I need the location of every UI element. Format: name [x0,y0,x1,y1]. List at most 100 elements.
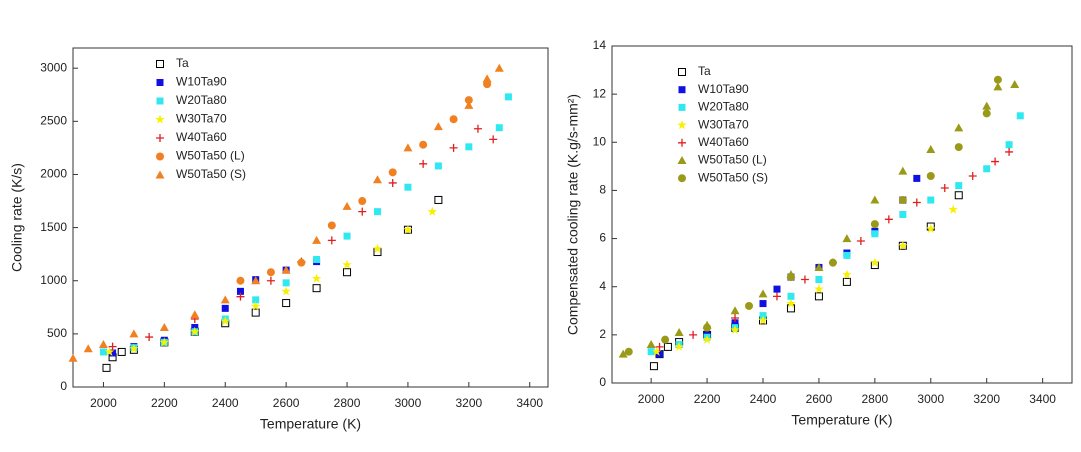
point [926,171,935,180]
y-tick-label: 1000 [40,273,67,287]
point [689,330,698,339]
x-tick-label: 2200 [151,396,178,410]
legend-marker [155,170,165,179]
point [68,353,78,362]
point [109,349,117,357]
point [674,341,684,351]
legend-label: W20Ta80 [176,93,227,107]
legend-marker [677,156,687,164]
point [656,350,664,358]
point [388,178,397,187]
point [373,208,381,216]
x-tick-label: 2800 [334,396,361,410]
point [856,236,865,245]
point [449,115,458,124]
legend-label: W40Ta60 [176,130,227,144]
point [926,145,936,154]
point [327,221,336,230]
point [282,279,290,287]
point [652,346,662,356]
point [758,289,768,298]
point [982,109,991,118]
point [954,123,964,132]
point [663,342,672,351]
legend-marker [678,103,686,111]
point [250,301,261,311]
x-tick-label: 2400 [212,396,239,410]
point [912,198,921,207]
y-tick-label: 500 [47,326,67,340]
y-tick-label: 2 [599,327,606,341]
x-tick-label: 3400 [1029,392,1056,406]
point [815,275,823,283]
y-tick-label: 14 [593,38,607,52]
point [281,286,291,296]
point [993,75,1002,84]
point [282,299,291,308]
point [342,201,352,210]
point [731,319,739,327]
point [1016,112,1024,120]
legend-label: W50Ta50 (L) [176,149,245,163]
x-tick-label: 2400 [750,392,777,406]
y-tick-label: 6 [599,231,606,245]
point [236,276,245,285]
point [842,234,852,243]
legend-label: Ta [176,56,189,70]
y-axis-label: Cooling rate (K/s) [9,163,25,272]
x-tick-label: 3000 [395,396,422,410]
point [465,143,473,151]
point [159,322,169,331]
point [449,143,458,152]
point [266,268,275,277]
point [898,196,907,205]
point [190,310,200,319]
point [870,257,880,267]
legend-marker [677,120,687,130]
point [655,342,664,351]
point [786,273,795,282]
point [489,135,498,144]
point [842,277,851,286]
point [730,325,740,335]
point [649,362,658,371]
point [786,298,796,308]
point [464,96,473,105]
point [731,314,740,323]
point [117,347,126,356]
point [251,276,261,285]
point [388,168,397,177]
point [464,100,474,109]
point [83,344,93,353]
y-tick-label: 1500 [40,220,67,234]
point [312,284,321,293]
point [494,63,504,72]
point [661,335,670,344]
point [948,204,958,214]
point [372,175,382,184]
point [473,124,482,133]
x-tick-label: 2600 [273,396,300,410]
point [221,304,229,312]
y-tick-label: 4 [599,279,606,293]
point [236,287,244,295]
point [843,251,851,259]
point [313,255,321,263]
point [433,122,443,131]
point [842,269,852,279]
point [773,285,781,293]
plot-frame [72,47,549,388]
x-tick-label: 3400 [516,396,543,410]
point [814,284,824,294]
point [954,191,963,200]
point [281,265,291,274]
point [495,124,503,132]
point [358,197,367,206]
x-axis-label: Temperature (K) [791,412,892,428]
point [814,262,824,271]
y-tick-label: 2500 [40,113,67,127]
point [266,276,275,285]
legend-marker [678,86,686,94]
point [251,308,260,317]
point [884,215,893,224]
